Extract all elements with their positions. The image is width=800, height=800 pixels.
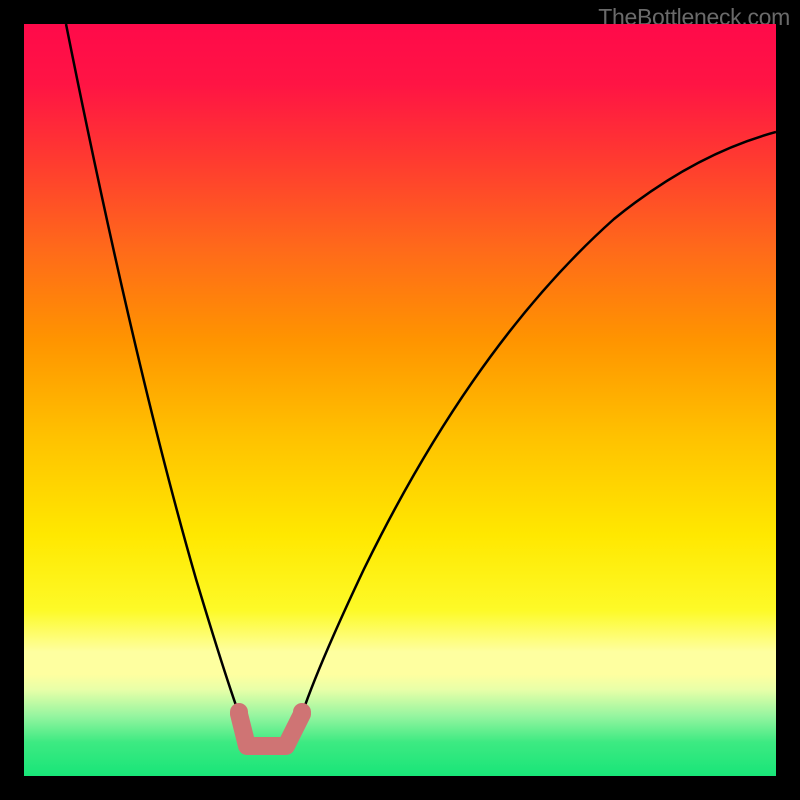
chart-area [24, 24, 776, 776]
marker-dot-left [230, 703, 248, 721]
gradient-background [24, 24, 776, 776]
marker-dot-right [293, 703, 311, 721]
chart-svg [24, 24, 776, 776]
